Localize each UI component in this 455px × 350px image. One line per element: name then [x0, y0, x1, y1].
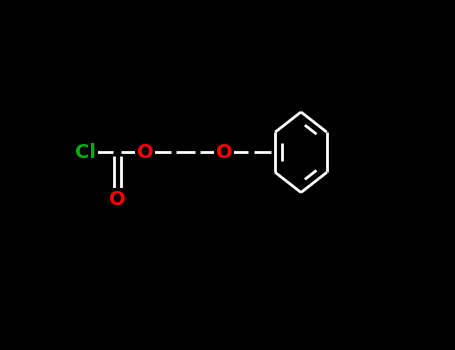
- Text: O: O: [216, 143, 233, 162]
- Text: O: O: [109, 190, 126, 209]
- Text: O: O: [137, 143, 154, 162]
- Text: Cl: Cl: [75, 143, 96, 162]
